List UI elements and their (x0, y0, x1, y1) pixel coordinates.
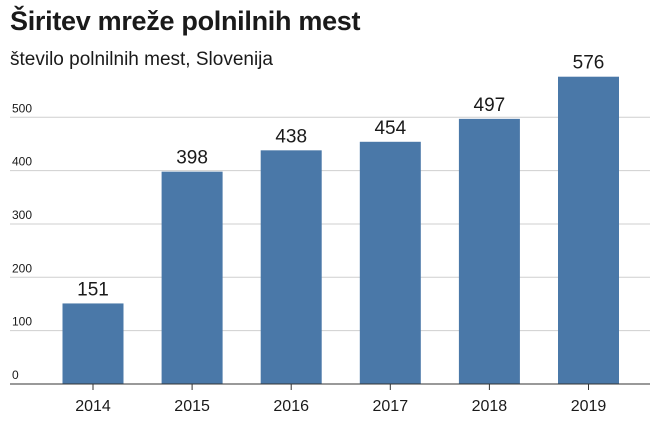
x-axis-ticks: 2014 2015 2016 2017 2018 2019 (75, 384, 606, 415)
data-label: 151 (77, 279, 109, 300)
y-tick-label: 500 (12, 101, 32, 115)
bar (359, 141, 421, 384)
y-tick-label: 400 (12, 155, 32, 169)
data-label: 497 (474, 95, 506, 116)
y-tick-label: 100 (12, 315, 32, 329)
chart-subtitle: število polnilnih mest, Slovenija (10, 49, 273, 70)
x-tick-label: 2016 (273, 398, 309, 415)
x-tick-label: 2015 (174, 398, 210, 415)
y-tick-label: 0 (12, 368, 19, 382)
bar (458, 118, 520, 385)
chart-title: Širitev mreže polnilnih mest (10, 6, 361, 36)
data-label: 438 (275, 126, 307, 147)
x-tick-label: 2017 (373, 398, 409, 415)
bar (62, 303, 124, 384)
bar (161, 171, 223, 384)
y-tick-label: 300 (12, 208, 32, 222)
bar (558, 76, 619, 384)
x-tick-label: 2019 (571, 398, 607, 415)
data-label: 576 (573, 53, 605, 74)
data-label: 398 (176, 148, 208, 169)
bars (62, 76, 619, 385)
value-labels: 151 398 438 454 497 576 (77, 53, 604, 301)
bar (260, 150, 322, 384)
x-tick-label: 2014 (75, 398, 111, 415)
y-tick-label: 200 (12, 261, 32, 275)
x-tick-label: 2018 (472, 398, 508, 415)
data-label: 454 (374, 118, 406, 139)
y-axis-ticks: 0 100 200 300 400 500 (12, 101, 32, 382)
gridlines (10, 116, 650, 332)
